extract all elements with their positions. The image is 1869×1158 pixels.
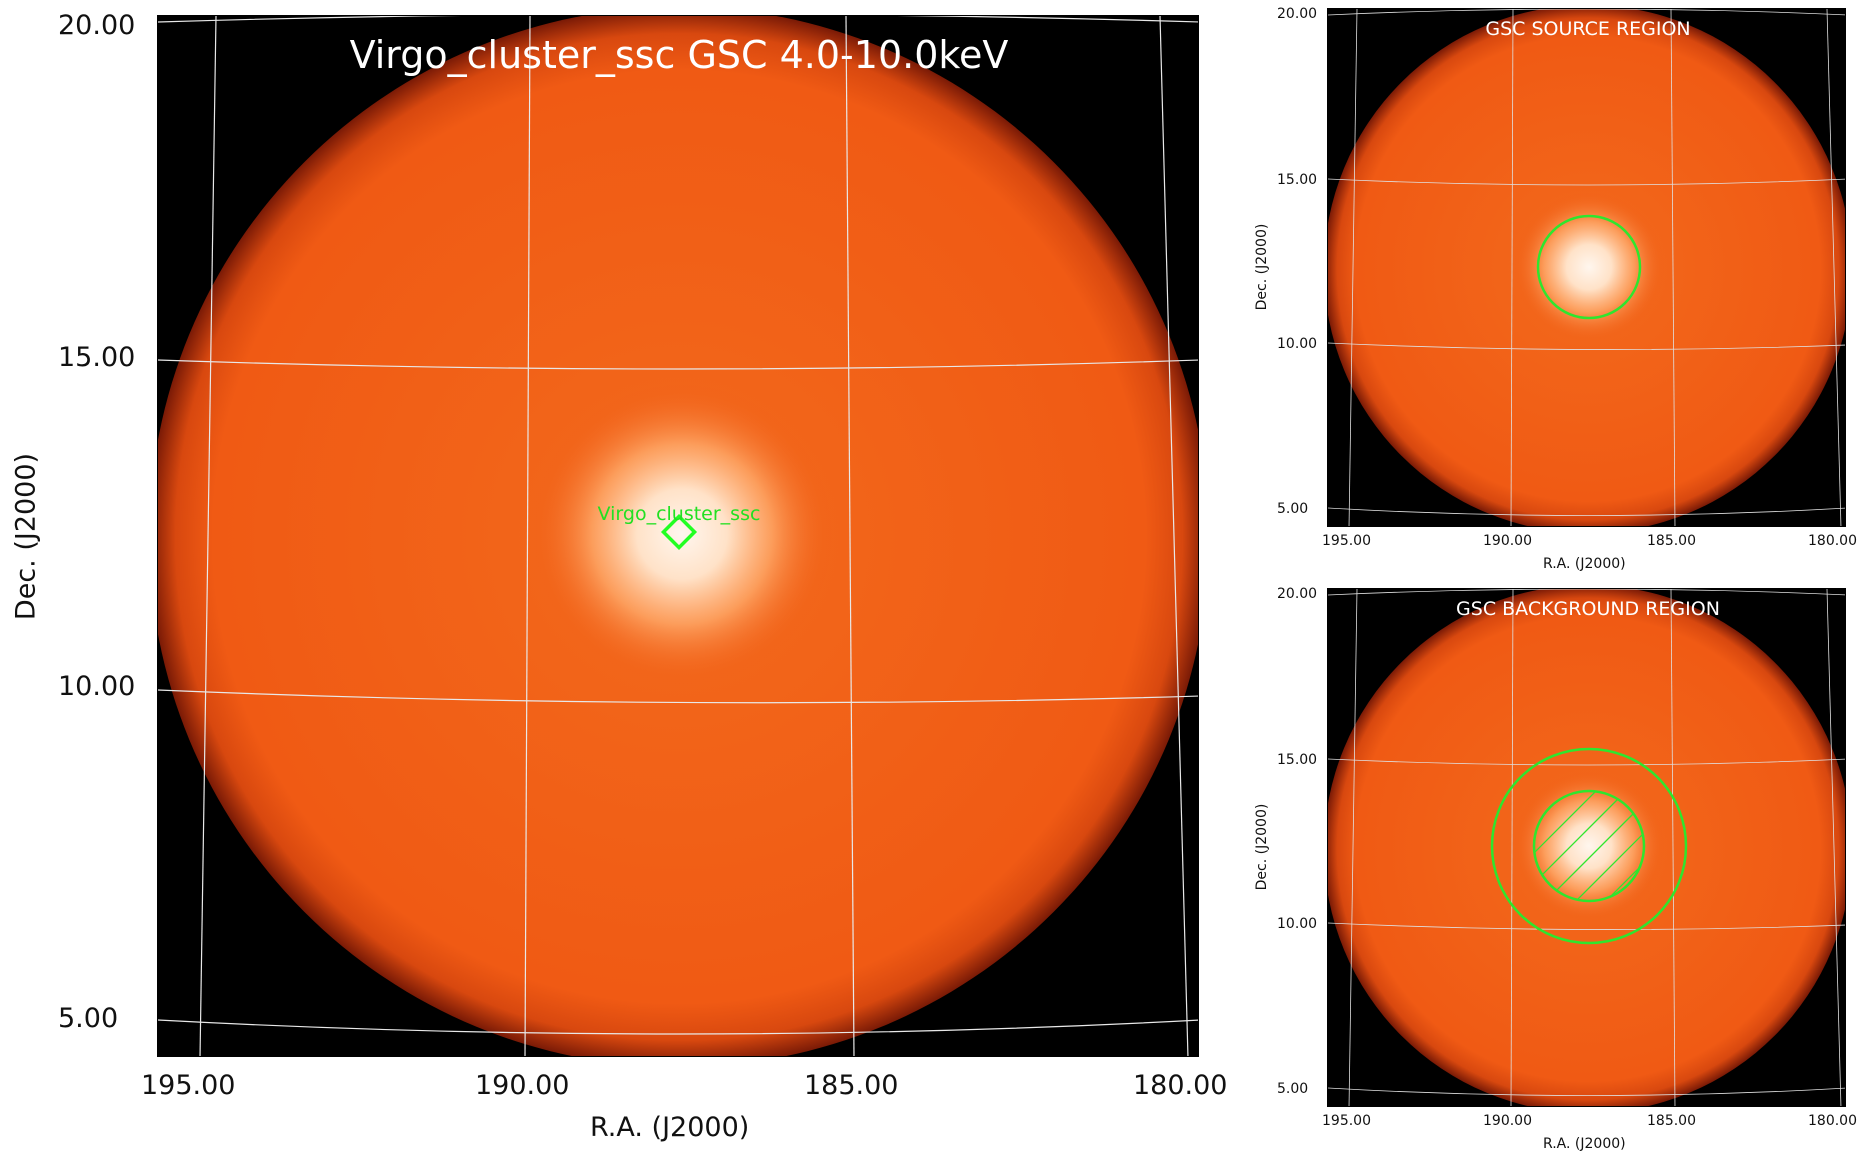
cluster-emission-core [1514,192,1664,342]
main-image-panel: Virgo_cluster_ssc Virgo_cluster_ssc GSC … [157,15,1199,1057]
background-panel-title: GSC BACKGROUND REGION [1456,598,1720,620]
grid-dec-20 [158,16,1198,23]
main-dec-tick-15: 15.00 [58,342,136,373]
src-dec-tick-15: 15.00 [1277,172,1318,188]
source-region-circle [1536,214,1642,320]
background-region-panel: GSC BACKGROUND REGION [1327,588,1846,1107]
background-outer-circle [1490,747,1688,945]
source-region-panel: GSC SOURCE REGION [1327,8,1846,527]
bkg-ra-tick-180: 180.00 [1808,1113,1857,1129]
grid-ra-185 [845,16,855,1056]
src-dec-tick-20: 20.00 [1277,6,1318,22]
bkg-ra-tick-185: 185.00 [1647,1113,1696,1129]
coordinate-grid [1328,9,1845,526]
main-ra-tick-195: 195.00 [141,1070,236,1101]
grid-ra-195 [199,16,217,1056]
bkg-ra-tick-195: 195.00 [1322,1113,1371,1129]
main-ra-tick-180: 180.00 [1133,1070,1228,1101]
src-ra-tick-185: 185.00 [1647,533,1696,549]
background-region-image: GSC BACKGROUND REGION [1328,589,1845,1106]
cluster-emission-core [532,384,832,684]
source-region-image: GSC SOURCE REGION [1328,9,1845,526]
main-ra-tick-185: 185.00 [804,1070,899,1101]
grid-dec-5 [158,1019,1198,1035]
source-diamond-marker [660,513,698,551]
main-sky-image: Virgo_cluster_ssc Virgo_cluster_ssc GSC … [158,16,1198,1056]
excluded-inner-circle [1532,789,1646,903]
main-dec-tick-5: 5.00 [58,1003,119,1034]
bkg-y-axis-label: Dec. (J2000) [1254,803,1270,891]
main-x-axis-label: R.A. (J2000) [590,1112,750,1143]
coordinate-grid [1328,589,1845,1106]
main-ra-tick-190: 190.00 [475,1070,570,1101]
main-title: Virgo_cluster_ssc GSC 4.0-10.0keV [350,33,1009,77]
src-y-axis-label: Dec. (J2000) [1254,223,1270,311]
source-panel-title: GSC SOURCE REGION [1485,18,1690,40]
bkg-dec-tick-20: 20.00 [1277,586,1318,602]
src-ra-tick-195: 195.00 [1322,533,1371,549]
grid-ra-180 [1159,16,1189,1056]
src-ra-tick-190: 190.00 [1483,533,1532,549]
bkg-x-axis-label: R.A. (J2000) [1543,1136,1626,1152]
src-dec-tick-10: 10.00 [1277,336,1318,352]
grid-dec-15 [158,359,1198,370]
bkg-dec-tick-10: 10.00 [1277,916,1318,932]
src-dec-tick-5: 5.00 [1277,501,1309,517]
cluster-emission-core [1514,771,1664,921]
source-label: Virgo_cluster_ssc [598,503,761,525]
main-y-axis-label: Dec. (J2000) [10,452,42,621]
bkg-ra-tick-190: 190.00 [1483,1113,1532,1129]
main-dec-tick-10: 10.00 [58,671,136,702]
main-dec-tick-20: 20.00 [58,10,136,41]
src-ra-tick-180: 180.00 [1808,533,1857,549]
bkg-dec-tick-15: 15.00 [1277,752,1318,768]
coordinate-grid [158,16,1198,1056]
src-x-axis-label: R.A. (J2000) [1543,556,1626,572]
bkg-dec-tick-5: 5.00 [1277,1081,1309,1097]
grid-dec-10 [158,689,1198,704]
grid-ra-190 [524,16,531,1056]
